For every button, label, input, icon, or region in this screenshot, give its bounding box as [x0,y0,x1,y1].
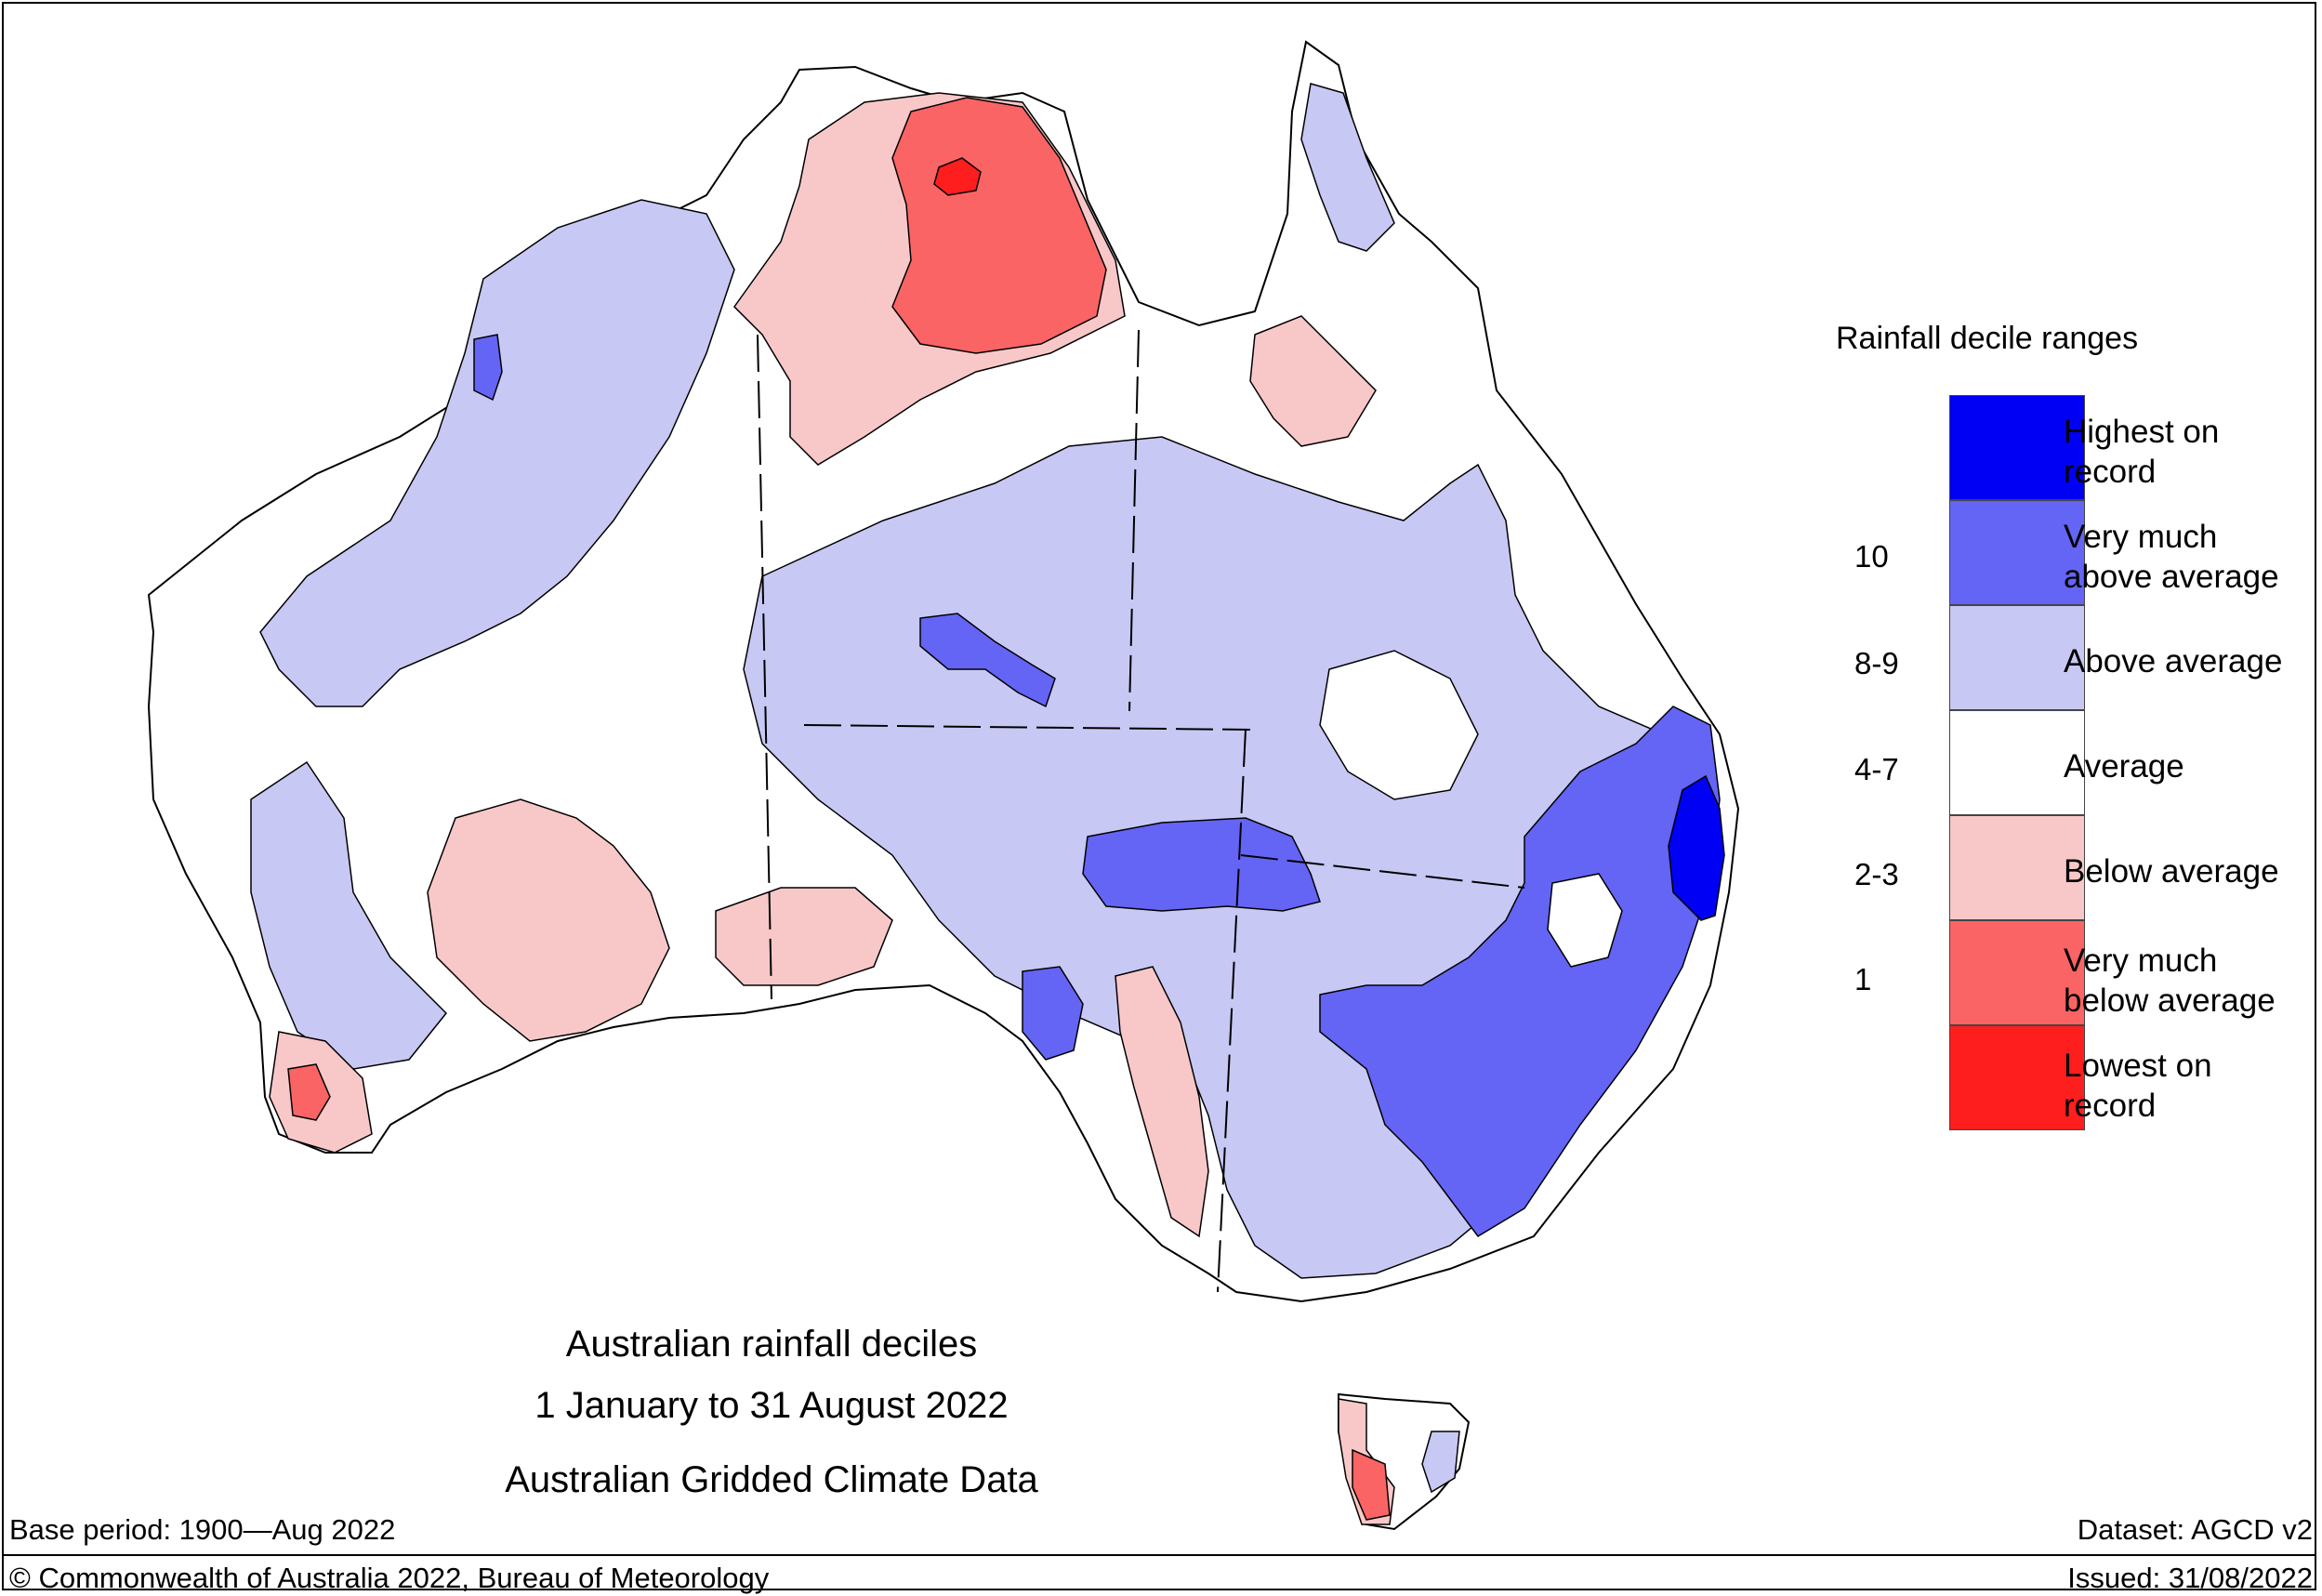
decile-label-10: 10 [1854,539,1889,574]
legend-label-below-average: Below average [2064,853,2279,890]
above-average-region-capeyork [1300,83,1395,252]
very-much-above-average-region-eastern [1319,706,1721,1237]
legend-title: Rainfall decile ranges [1836,321,2139,356]
footer-divider [2,1554,2316,1556]
below-average-region-gulf-country [1249,315,1377,447]
map-title-line-1: Australian rainfall deciles [565,1324,978,1365]
decile-label-1: 1 [1854,962,1872,996]
legend-swatch-average [1949,710,2085,815]
legend-label-very-much-below-average: Very much below average [2064,943,2276,1019]
very-much-below-average-region-topend [891,97,1107,354]
legend-label-above-average: Above average [2064,643,2283,679]
very-much-below-average-region-southwest [287,1063,331,1121]
average-region-east-interior [1547,873,1623,968]
state-borders [757,329,1525,1293]
legend-swatch-highest-on-record [1949,395,2085,500]
legend-swatch-below-average [1949,815,2085,920]
map-title-line-2: 1 January to 31 August 2022 [534,1385,1009,1426]
below-average-region-westcentral [427,798,670,1042]
legend-label-very-much-above-average: Very much above average [2064,519,2279,595]
legend-label-highest-on-record: Highest on record [2064,414,2220,490]
legend-label-lowest-on-record: Lowest on record [2064,1048,2212,1124]
legend-swatch-very-much-above-average [1949,500,2085,605]
lowest-on-record-region-topend [933,157,982,196]
very-much-above-average-region-pilbara [473,334,503,402]
below-average-region-sa-gulf [1115,966,1209,1238]
average-region-central-north [1319,650,1479,800]
above-average-region-southwest [250,760,448,1070]
decile-label-8-9: 8-9 [1854,646,1899,680]
very-much-above-average-region-interior [919,613,1056,708]
tasmania-very-much-below-average [1352,1448,1391,1521]
decile-label-4-7: 4-7 [1854,752,1899,786]
issued-date-text: Issued: 31/08/2022 [2067,1562,2313,1594]
decile-label-2-3: 2-3 [1854,857,1899,891]
legend-swatch-lowest-on-record [1949,1025,2085,1130]
legend-swatch-above-average [1949,605,2085,710]
map-title-line-3: Australian Gridded Climate Data [505,1459,1038,1500]
very-much-above-average-region-central [1082,817,1321,912]
above-average-region-west [259,199,735,707]
legend-label-average: Average [2064,748,2184,785]
highest-on-record-region-se-queensland [1668,774,1725,921]
very-much-above-average-region-nsw-west [1022,966,1084,1061]
copyright-text: © Commonwealth of Australia 2022, Bureau… [9,1562,770,1594]
base-period-text: Base period: 1900—Aug 2022 [9,1513,396,1546]
below-average-region-nullarbor [715,887,893,986]
dataset-text: Dataset: AGCD v2 [2077,1513,2313,1546]
tasmania-above-average-east [1421,1431,1460,1494]
legend-swatch-very-much-below-average [1949,920,2085,1025]
